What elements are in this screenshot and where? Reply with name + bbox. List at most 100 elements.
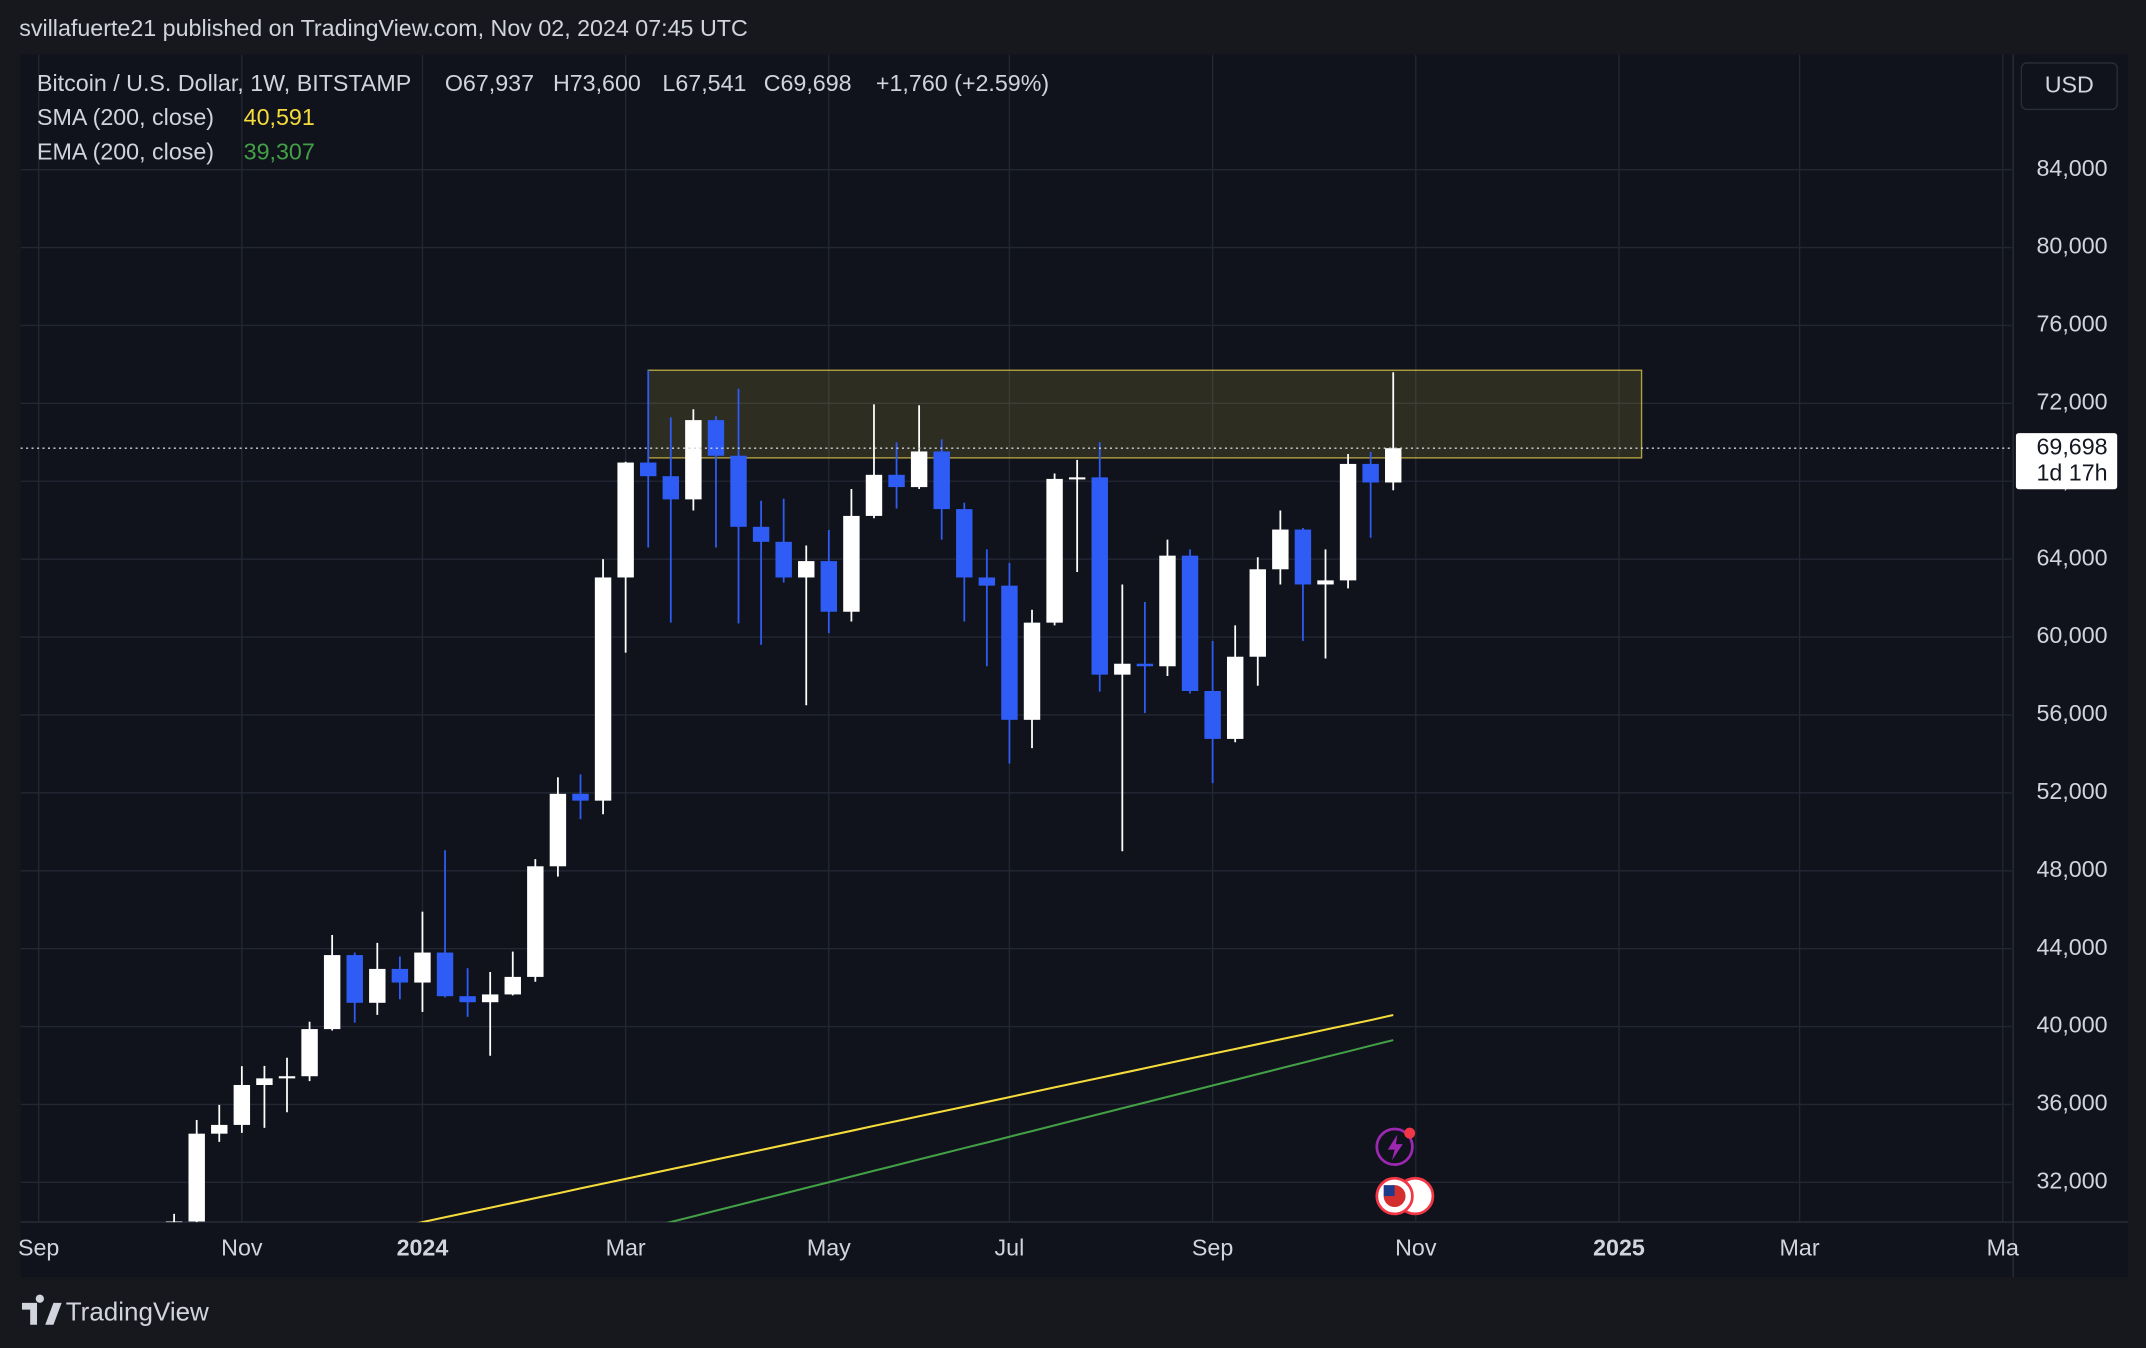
candle-body <box>1362 463 1379 483</box>
candle-body <box>527 866 544 977</box>
candle-body <box>459 996 476 1003</box>
candle-body <box>1114 663 1131 675</box>
y-tick-label: 56,000 <box>2036 700 2107 726</box>
indicator-line <box>417 1014 1394 1223</box>
candle-body <box>1317 580 1334 585</box>
legend-open: O67,937 <box>445 70 534 96</box>
y-tick-label: 76,000 <box>2036 311 2107 337</box>
currency-label[interactable]: USD <box>2045 71 2094 97</box>
x-tick-label: 2024 <box>397 1235 449 1261</box>
candle-body <box>933 451 950 510</box>
candle-body <box>640 462 657 477</box>
x-tick-label: Mar <box>606 1235 646 1261</box>
candle-body <box>594 577 612 801</box>
y-tick-label: 40,000 <box>2036 1012 2107 1038</box>
candle-body <box>910 451 928 488</box>
candle-body <box>956 509 973 578</box>
candle-body <box>843 515 860 612</box>
candle-body <box>888 474 905 488</box>
candle-body <box>1181 555 1199 692</box>
candle-body <box>549 793 567 867</box>
y-tick-label: 84,000 <box>2036 155 2107 181</box>
candle-body <box>323 955 341 1030</box>
legend-close: C69,698 <box>764 70 852 96</box>
y-tick-label: 60,000 <box>2036 622 2107 648</box>
legend-change: +1,760 (+2.59%) <box>876 70 1049 96</box>
sma-value: 40,591 <box>244 104 315 130</box>
candle-body <box>1249 569 1266 657</box>
publish-info: svillafuerte21 published on TradingView.… <box>19 15 748 41</box>
candle-body <box>1385 448 1402 483</box>
y-tick-label: 64,000 <box>2036 544 2107 570</box>
candle-body <box>617 462 634 578</box>
currency-button[interactable] <box>2020 62 2118 111</box>
candle-body <box>369 968 386 1003</box>
candle-body <box>1159 555 1176 667</box>
brand-name: TradingView <box>66 1297 209 1327</box>
candle-body <box>165 1221 183 1223</box>
ema-name: EMA (200, close) <box>37 138 214 164</box>
y-tick-label: 52,000 <box>2036 778 2107 804</box>
candle-body <box>730 455 747 527</box>
candle-body <box>1023 622 1041 720</box>
x-tick-label: Jul <box>995 1235 1025 1261</box>
candle-body <box>1001 585 1018 720</box>
candle-body <box>798 561 815 578</box>
candle-body <box>481 994 499 1003</box>
y-tick-label: 48,000 <box>2036 856 2107 882</box>
brand: TradingView <box>21 1294 209 1327</box>
plot <box>20 369 2012 1223</box>
candle-body <box>436 952 454 997</box>
candle-body <box>414 952 431 983</box>
y-tick-label: 44,000 <box>2036 934 2107 960</box>
candle-body <box>233 1084 251 1125</box>
candle-body <box>662 476 680 500</box>
candle-body <box>685 420 702 500</box>
candle-body <box>256 1078 273 1085</box>
candle-body <box>572 793 589 801</box>
indicator-line <box>666 1039 1394 1223</box>
y-tick-label: 80,000 <box>2036 233 2107 259</box>
candle-body <box>1091 477 1108 675</box>
y-tick-label: 36,000 <box>2036 1090 2107 1116</box>
legend-high: H73,600 <box>553 70 641 96</box>
candle-body <box>1136 663 1154 667</box>
y-tick-label: 32,000 <box>2036 1168 2107 1194</box>
last-price-label: 69,698 <box>2036 433 2107 459</box>
candle-body <box>707 420 725 456</box>
candle-body <box>1046 478 1063 623</box>
candle-body <box>211 1124 228 1134</box>
candle-body <box>278 1076 296 1079</box>
resistance-zone <box>647 369 1643 459</box>
y-tick-label: 72,000 <box>2036 388 2107 414</box>
sma-name: SMA (200, close) <box>37 104 214 130</box>
x-tick-label: Sep <box>1192 1235 1233 1261</box>
x-tick-label: Sep <box>18 1235 59 1261</box>
axes: 32,000 36,000 40,000 44,000 48,000 52,000 56,0… <box>18 155 2118 1261</box>
chart-panel <box>20 54 2129 1277</box>
x-tick-label: Nov <box>221 1235 263 1261</box>
candle-body <box>188 1133 205 1222</box>
candle-body <box>504 976 521 995</box>
candle-body <box>1339 463 1357 581</box>
candle-body <box>391 968 409 983</box>
event-dot <box>1404 1127 1416 1139</box>
ema-value: 39,307 <box>244 138 315 164</box>
candle-body <box>1204 691 1221 739</box>
x-tick-label: 2025 <box>1593 1235 1645 1261</box>
candle-body <box>820 561 838 612</box>
candle-body <box>752 526 770 542</box>
candle-body <box>865 474 883 516</box>
x-tick-label: Nov <box>1395 1235 1437 1261</box>
flag-canton <box>1383 1185 1395 1197</box>
candle-body <box>1294 529 1312 585</box>
candle-body <box>978 577 996 586</box>
countdown-label: 1d 17h <box>2036 459 2107 485</box>
legend-symbol: Bitcoin / U.S. Dollar, 1W, BITSTAMP <box>37 70 411 96</box>
brand-logo <box>21 1294 62 1325</box>
candle-body <box>1226 656 1244 739</box>
candle-body <box>775 541 792 578</box>
x-tick-label: Ma <box>1987 1235 2019 1261</box>
legend-low: L67,541 <box>662 70 746 96</box>
